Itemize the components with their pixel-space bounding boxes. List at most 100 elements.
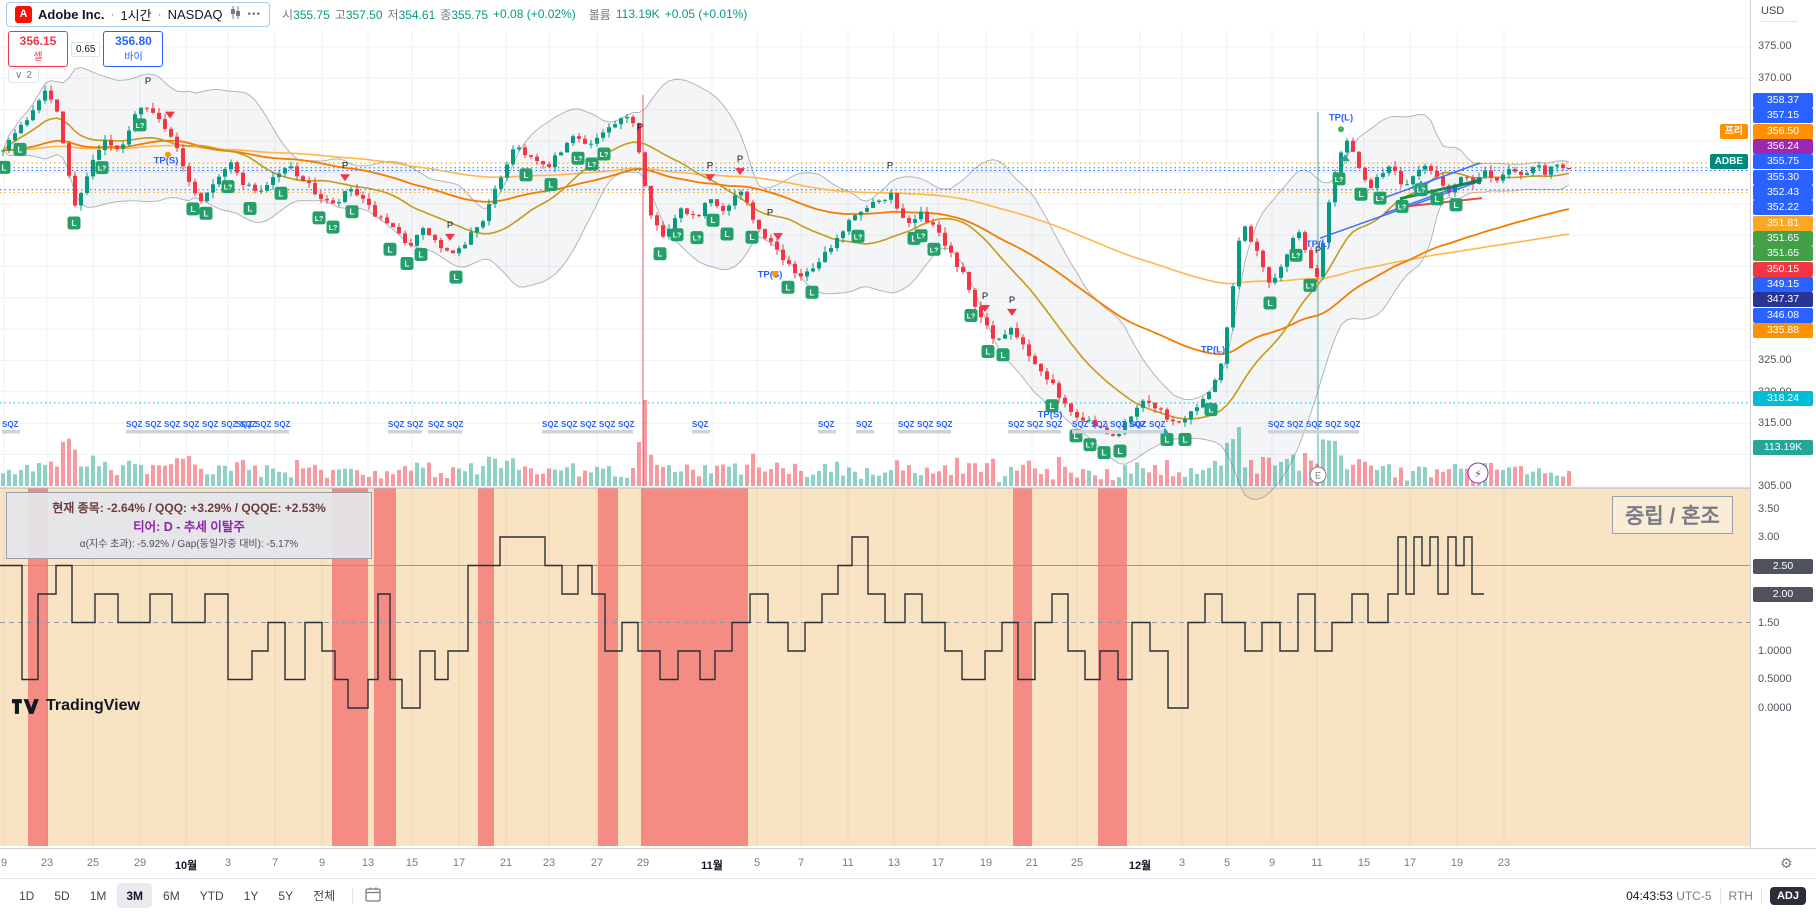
currency-label[interactable]: USD [1761, 5, 1799, 22]
time-axis-label: 10월 [174, 860, 198, 872]
range-button-5Y[interactable]: 5Y [269, 883, 302, 908]
svg-text:SQZ: SQZ [580, 420, 597, 429]
svg-text:SQZ: SQZ [428, 420, 445, 429]
indicator-tick-label: 1.50 [1758, 617, 1780, 629]
flash-icon[interactable]: ⚡ [1467, 462, 1489, 484]
svg-text:SQZ: SQZ [1027, 420, 1044, 429]
time-axis-label: 17 [931, 857, 945, 869]
svg-text:SQZ: SQZ [599, 420, 616, 429]
toolbar-divider [352, 887, 354, 904]
svg-text:SQZ: SQZ [447, 420, 464, 429]
chart-canvas[interactable]: L L L L? L? L L L? L L L? L? L L L L L L L L? L? L? L L? L? L L L L L… [0, 0, 1750, 848]
symbol-name[interactable]: Adobe Inc. [38, 6, 105, 22]
svg-text:SQZ: SQZ [542, 420, 559, 429]
squeeze-bands [28, 488, 1127, 846]
toolbar-divider [1719, 887, 1721, 904]
sell-button[interactable]: 356.15 셀 [8, 31, 68, 67]
range-button-1M[interactable]: 1M [81, 883, 116, 908]
svg-text:P: P [447, 220, 453, 231]
ma-slow-orange [2, 144, 1570, 285]
svg-text:SQZ: SQZ [1130, 420, 1147, 429]
more-options-icon[interactable]: ••• [247, 8, 262, 20]
svg-text:SQZ: SQZ [561, 420, 578, 429]
svg-text:L: L [1267, 298, 1272, 308]
range-button-3M[interactable]: 3M [117, 883, 153, 908]
change-value: +0.08 (+0.02%) [493, 7, 576, 21]
svg-text:SQZ: SQZ [145, 420, 162, 429]
time-axis-label: 15 [1357, 857, 1371, 869]
svg-text:TP(S): TP(S) [154, 156, 179, 167]
time-axis-label: 21 [1025, 857, 1039, 869]
svg-text:SQZ: SQZ [1287, 420, 1304, 429]
svg-text:SQZ: SQZ [221, 420, 238, 429]
tradingview-logo[interactable]: TradingView [12, 697, 140, 715]
price-badge: 355.75 [1753, 153, 1813, 169]
svg-text:L?: L? [1398, 204, 1407, 211]
indicators-collapse-chip[interactable]: ∨ 2 [8, 68, 39, 83]
symbol-title[interactable]: A Adobe Inc. · 1시간 · NASDAQ ••• [6, 1, 271, 27]
range-button-6M[interactable]: 6M [154, 883, 189, 908]
gear-icon[interactable]: ⚙ [1780, 855, 1793, 871]
svg-text:L: L [1073, 431, 1078, 441]
range-button-1Y[interactable]: 1Y [235, 883, 268, 908]
price-badge: 357.15 [1753, 107, 1813, 123]
buy-label: 바이 [124, 52, 143, 63]
svg-text:SQZ: SQZ [164, 420, 181, 429]
svg-text:SQZ: SQZ [1072, 420, 1089, 429]
svg-text:L?: L? [315, 216, 324, 223]
svg-text:L: L [453, 272, 458, 282]
separator: · [110, 7, 115, 21]
svg-text:L: L [278, 188, 283, 198]
go-to-date-button[interactable] [361, 885, 385, 907]
svg-text:L?: L? [1306, 283, 1315, 290]
open-label: 시 [282, 7, 294, 22]
relative-performance-info: 현재 종목: -2.64% / QQQ: +3.29% / QQQE: +2.5… [6, 492, 372, 560]
svg-text:SQZ: SQZ [856, 420, 873, 429]
svg-text:L: L [203, 208, 208, 218]
time-axis-label: 23 [542, 857, 556, 869]
trend-line[interactable] [1407, 197, 1483, 208]
range-button-전체[interactable]: 전체 [304, 883, 344, 908]
svg-text:L: L [1049, 401, 1054, 411]
svg-text:SQZ: SQZ [1306, 420, 1323, 429]
svg-text:SQZ: SQZ [240, 420, 257, 429]
high-value: 357.50 [345, 7, 383, 22]
range-button-5D[interactable]: 5D [45, 883, 78, 908]
trend-line[interactable] [1384, 162, 1481, 199]
svg-text:L?: L? [98, 166, 107, 173]
time-axis-label: 17 [1403, 857, 1417, 869]
range-button-YTD[interactable]: YTD [191, 883, 233, 908]
svg-text:SQZ: SQZ [2, 420, 19, 429]
time-axis[interactable]: ⚙ 9 23 25 29 10월 3 7 9 13 15 17 21 23 27 29 11월 5 7 11 13 17… [0, 848, 1816, 879]
price-badge: 347.37 [1753, 291, 1813, 307]
svg-text:L?: L? [1376, 196, 1385, 203]
timezone: UTC-5 [1676, 888, 1712, 903]
adjust-toggle[interactable]: ADJ [1769, 886, 1806, 905]
buy-button[interactable]: 356.80 바이 [103, 31, 164, 67]
interval-label[interactable]: 1시간 [120, 7, 152, 23]
svg-text:SQZ: SQZ [126, 420, 143, 429]
time-axis-label: 15 [405, 857, 419, 869]
price-tick-label: 315.00 [1758, 417, 1792, 429]
time-axis-label: 23 [40, 857, 54, 869]
svg-text:L: L [1453, 200, 1458, 210]
svg-text:L?: L? [1292, 253, 1301, 260]
svg-text:L: L [1117, 446, 1122, 456]
adobe-logo-icon: A [15, 5, 32, 23]
session-toggle[interactable]: RTH [1728, 888, 1753, 903]
svg-text:SQZ: SQZ [183, 420, 200, 429]
earnings-marker[interactable]: E [1309, 466, 1327, 484]
price-axis[interactable]: USD 375.00370.00325.00320.00315.00305.00… [1750, 0, 1816, 848]
svg-text:L: L [1, 162, 6, 172]
svg-text:L?: L? [1417, 188, 1426, 195]
time-axis-label: 27 [590, 857, 604, 869]
indicator-tick-label: 0.5000 [1758, 673, 1792, 685]
time-axis-label: 17 [452, 857, 466, 869]
trend-line[interactable] [1399, 178, 1483, 201]
svg-text:L: L [749, 232, 754, 242]
separator: · [157, 7, 162, 21]
clock[interactable]: 04:43:53 UTC-5 [1626, 889, 1711, 903]
svg-text:L?: L? [930, 247, 939, 254]
range-button-1D[interactable]: 1D [10, 883, 43, 908]
